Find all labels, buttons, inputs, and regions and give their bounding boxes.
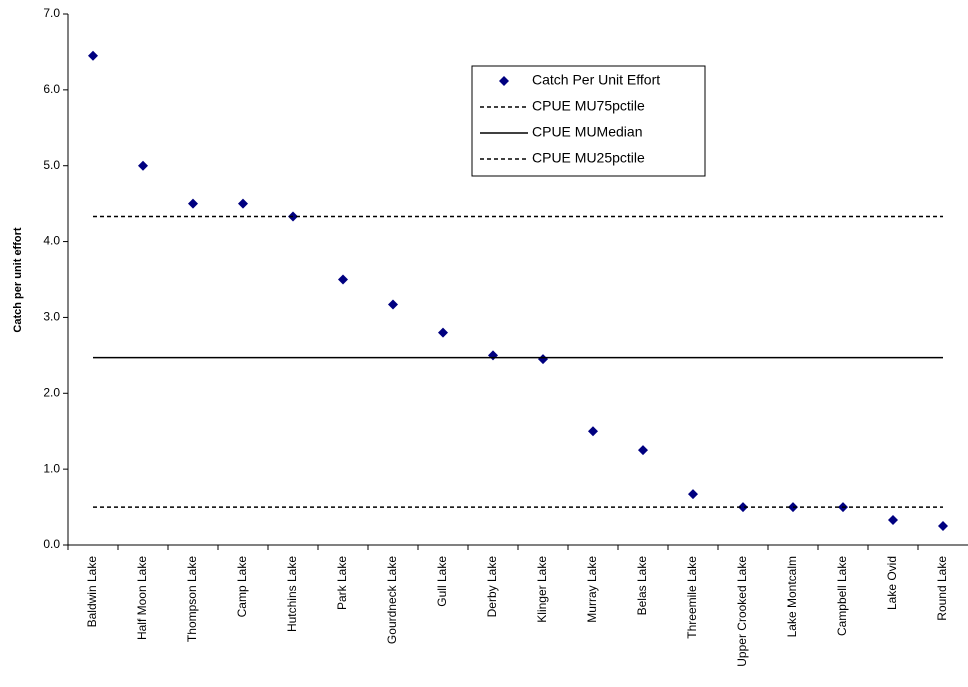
data-point <box>738 502 748 513</box>
data-point <box>388 299 398 310</box>
y-tick-label: 5.0 <box>43 158 60 172</box>
data-point <box>638 445 648 456</box>
x-tick-label: Baldwin Lake <box>85 556 99 628</box>
x-tick-label: Half Moon Lake <box>135 556 149 640</box>
legend-box <box>471 65 706 177</box>
x-tick-label: Gull Lake <box>435 556 449 607</box>
legend-label: CPUE MUMedian <box>532 124 642 140</box>
y-tick-label: 1.0 <box>43 461 60 475</box>
y-tick-label: 4.0 <box>43 234 60 248</box>
x-tick-label: Klinger Lake <box>535 556 549 623</box>
y-tick-label: 2.0 <box>43 385 60 399</box>
x-tick-label: Hutchins Lake <box>285 556 299 632</box>
x-tick-label: Round Lake <box>935 556 949 621</box>
y-axis-title: Catch per unit effort <box>12 227 24 332</box>
y-tick-label: 6.0 <box>43 82 60 96</box>
x-tick-label: Thompson Lake <box>185 556 199 642</box>
data-point <box>238 198 248 209</box>
x-tick-label: Lake Ovid <box>885 556 899 610</box>
data-point <box>588 426 598 437</box>
data-point <box>538 354 548 365</box>
data-point <box>688 489 698 500</box>
x-tick-label: Upper Crooked Lake <box>735 556 749 667</box>
data-point <box>488 350 498 361</box>
data-point <box>438 327 448 338</box>
x-tick-label: Lake Montcalm <box>785 556 799 637</box>
data-point <box>188 198 198 209</box>
data-point <box>338 274 348 285</box>
y-tick-label: 0.0 <box>43 537 60 551</box>
x-tick-label: Camp Lake <box>235 556 249 618</box>
x-tick-label: Belas Lake <box>635 556 649 616</box>
data-point <box>888 514 898 525</box>
x-tick-label: Derby Lake <box>485 556 499 618</box>
x-tick-label: Park Lake <box>335 556 349 610</box>
x-tick-label: Murray Lake <box>585 556 599 623</box>
x-tick-label: Campbell Lake <box>835 556 849 636</box>
data-point <box>88 50 98 61</box>
data-point <box>138 160 148 171</box>
y-tick-label: 7.0 <box>43 6 60 20</box>
legend-label: CPUE MU75pctile <box>532 98 645 114</box>
y-tick-label: 3.0 <box>43 310 60 324</box>
legend-marker <box>499 76 509 86</box>
legend-label: CPUE MU25pctile <box>532 150 645 166</box>
x-tick-label: Gourdneck Lake <box>385 556 399 644</box>
data-point <box>938 521 948 532</box>
legend-label: Catch Per Unit Effort <box>532 72 660 88</box>
x-tick-label: Threemile Lake <box>685 556 699 639</box>
